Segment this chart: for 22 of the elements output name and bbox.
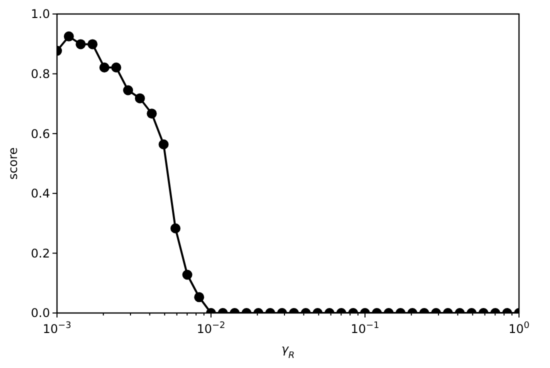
y-tick-label: 0.4 bbox=[30, 186, 50, 201]
point bbox=[88, 39, 98, 50]
point bbox=[123, 85, 134, 96]
y-tick-label: 0.6 bbox=[30, 126, 50, 141]
x-tick-label: 10$^{−3}$ bbox=[42, 321, 72, 336]
y-tick-label: 0.8 bbox=[30, 67, 50, 81]
y-tick-label: 0.2 bbox=[30, 246, 50, 260]
point bbox=[64, 31, 74, 42]
point bbox=[158, 139, 169, 150]
y-tick-label: 0.0 bbox=[30, 306, 50, 320]
point bbox=[170, 223, 180, 234]
point bbox=[76, 39, 86, 50]
y-tick-label: 1.0 bbox=[30, 7, 50, 22]
x-tick-label: 10$^{0}$ bbox=[508, 321, 530, 336]
point bbox=[99, 62, 110, 73]
y-axis-title: score bbox=[6, 147, 20, 180]
point bbox=[134, 93, 145, 104]
point bbox=[111, 62, 122, 73]
x-tick-label: 10$^{−2}$ bbox=[196, 321, 226, 336]
x-tick-label: 10$^{−1}$ bbox=[350, 321, 380, 336]
x-axis-title: γ$_{R}$ bbox=[281, 342, 295, 361]
point bbox=[146, 108, 157, 119]
